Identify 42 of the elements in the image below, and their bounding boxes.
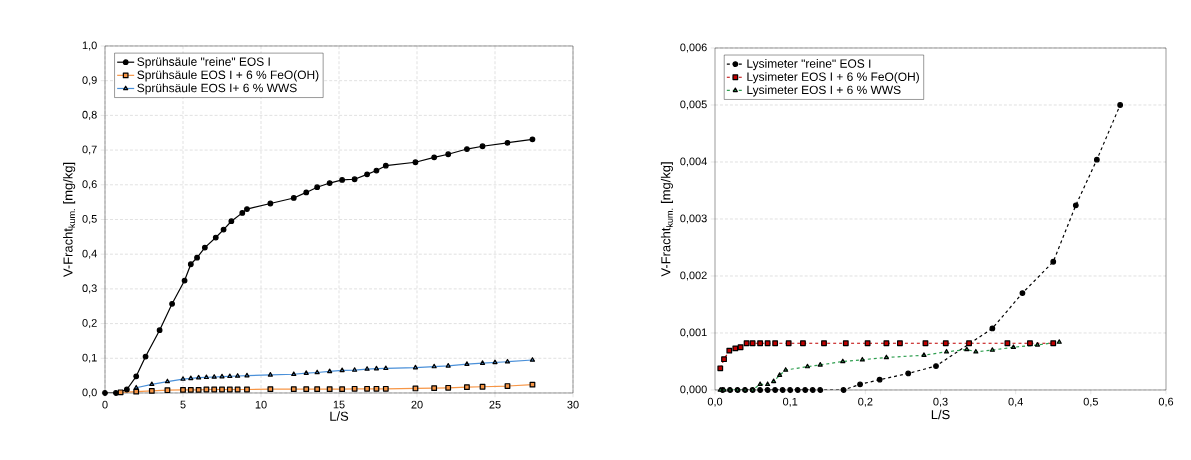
legend-label: Sprühsäule "reine" EOS I [137,57,270,69]
y-tick-label: 0,001 [680,328,707,338]
y-tick-label: 0,005 [680,100,707,110]
y-axis-title: V-Fracht$_{kum.}$ [mg/kg] [660,162,673,277]
x-tick-label: 0,5 [1083,397,1098,407]
y-tick-label: 0,003 [680,214,707,224]
y-tick-label: 0,5 [82,214,97,225]
x-tick-label: 0,0 [707,397,723,407]
x-tick-label: 0,3 [933,397,948,407]
x-tick-label: 10 [255,400,267,409]
y-tick-label: 0,3 [82,284,97,294]
y-tick-label: 0,7 [82,145,97,155]
legend-label: Sprühsäule EOS I+ 6 % WWS [137,83,297,95]
y-tick-label: 0,6 [82,180,97,190]
y-tick-label: 0,2 [82,319,97,329]
x-tick-label: 0 [102,400,108,409]
y-tick-label: 0,0 [82,388,97,398]
x-tick-label: 0,6 [1158,397,1174,407]
legend-label: Lysimeter EOS I + 6 % WWS [747,85,901,97]
y-tick-label: 0,9 [82,76,97,86]
x-tick-label: 0,4 [1008,397,1023,407]
y-tick-label: 0,004 [680,157,707,167]
y-tick-label: 0,4 [82,249,97,259]
legend-label: Lysimeter "reine" EOS I [747,59,871,71]
y-tick-label: 0,002 [680,271,707,281]
x-tick-label: 20 [411,400,423,409]
x-tick-label: 0,1 [782,397,798,407]
y-tick-label: 0,1 [82,353,97,363]
x-tick-label: 25 [489,400,501,409]
x-tick-label: 30 [567,400,579,409]
y-axis-title: V-Fracht$_{kum.}$ [mg/kg] [63,162,76,277]
y-tick-label: 1,0 [82,41,97,51]
y-tick-label: 0,006 [680,43,707,53]
x-tick-label: 15 [333,400,345,409]
legend-label: Lysimeter EOS I + 6 % FeO(OH) [747,72,919,84]
y-tick-label: 0,8 [82,110,97,120]
y-tick-label: 0,000 [680,385,707,395]
x-axis-title: L/S [330,411,349,421]
x-tick-label: 5 [180,400,186,409]
legend-label: Sprühsäule EOS I + 6 % FeO(OH) [137,70,319,82]
x-tick-label: 0,2 [858,397,873,407]
x-axis-title: L/S [931,409,950,420]
